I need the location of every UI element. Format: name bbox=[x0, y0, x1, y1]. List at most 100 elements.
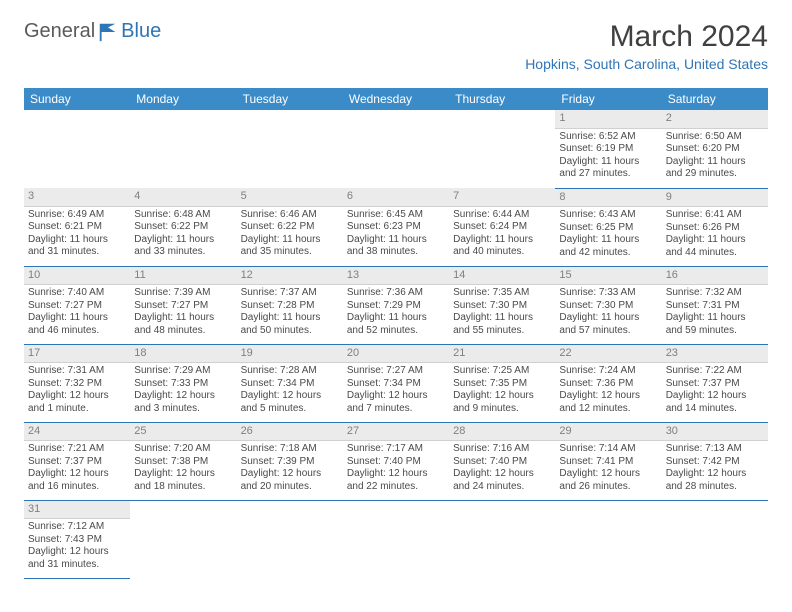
day-info-line: Daylight: 11 hours bbox=[453, 312, 551, 325]
day-number: 22 bbox=[555, 345, 661, 364]
day-info-line: and 7 minutes. bbox=[347, 403, 445, 416]
day-info-line: Sunrise: 7:16 AM bbox=[453, 443, 551, 456]
header-right: March 2024 Hopkins, South Carolina, Unit… bbox=[525, 20, 768, 72]
day-info-line: Sunrise: 7:31 AM bbox=[28, 365, 126, 378]
day-content: Sunrise: 7:28 AMSunset: 7:34 PMDaylight:… bbox=[237, 363, 343, 419]
day-info-line: Daylight: 12 hours bbox=[134, 468, 232, 481]
day-content: Sunrise: 6:52 AMSunset: 6:19 PMDaylight:… bbox=[555, 129, 661, 185]
day-info-line: and 14 minutes. bbox=[666, 403, 764, 416]
day-info-line: Sunrise: 6:48 AM bbox=[134, 209, 232, 222]
day-info-line: and 29 minutes. bbox=[666, 168, 764, 181]
day-content: Sunrise: 6:44 AMSunset: 6:24 PMDaylight:… bbox=[449, 207, 555, 263]
day-info-line: and 31 minutes. bbox=[28, 246, 126, 259]
calendar-cell: 3Sunrise: 6:49 AMSunset: 6:21 PMDaylight… bbox=[24, 188, 130, 266]
day-info-line: Sunset: 7:31 PM bbox=[666, 300, 764, 313]
day-info-line: Daylight: 11 hours bbox=[559, 312, 657, 325]
day-info-line: Daylight: 12 hours bbox=[666, 468, 764, 481]
day-info-line: and 27 minutes. bbox=[559, 168, 657, 181]
calendar-cell: 25Sunrise: 7:20 AMSunset: 7:38 PMDayligh… bbox=[130, 422, 236, 500]
day-number: 18 bbox=[130, 345, 236, 364]
day-info-line: and 38 minutes. bbox=[347, 246, 445, 259]
day-content: Sunrise: 6:48 AMSunset: 6:22 PMDaylight:… bbox=[130, 207, 236, 263]
day-info-line: Sunset: 7:40 PM bbox=[347, 456, 445, 469]
day-info-line: Sunset: 6:25 PM bbox=[559, 222, 657, 235]
day-info-line: Sunrise: 7:33 AM bbox=[559, 287, 657, 300]
calendar-cell: 11Sunrise: 7:39 AMSunset: 7:27 PMDayligh… bbox=[130, 266, 236, 344]
day-info-line: Sunrise: 7:22 AM bbox=[666, 365, 764, 378]
calendar-week: 31Sunrise: 7:12 AMSunset: 7:43 PMDayligh… bbox=[24, 500, 768, 578]
day-info-line: Sunset: 7:39 PM bbox=[241, 456, 339, 469]
day-info-line: and 16 minutes. bbox=[28, 481, 126, 494]
day-info-line: Sunrise: 6:49 AM bbox=[28, 209, 126, 222]
day-info-line: and 9 minutes. bbox=[453, 403, 551, 416]
location-label: Hopkins, South Carolina, United States bbox=[525, 56, 768, 72]
calendar-cell: 15Sunrise: 7:33 AMSunset: 7:30 PMDayligh… bbox=[555, 266, 661, 344]
day-info-line: Sunset: 6:22 PM bbox=[134, 221, 232, 234]
calendar-cell: 23Sunrise: 7:22 AMSunset: 7:37 PMDayligh… bbox=[662, 344, 768, 422]
day-number: 17 bbox=[24, 345, 130, 364]
day-info-line: Sunset: 7:38 PM bbox=[134, 456, 232, 469]
day-info-line: Sunrise: 6:41 AM bbox=[666, 209, 764, 222]
calendar-cell bbox=[130, 500, 236, 578]
day-number: 13 bbox=[343, 267, 449, 286]
day-info-line: and 24 minutes. bbox=[453, 481, 551, 494]
day-info-line: Sunrise: 7:25 AM bbox=[453, 365, 551, 378]
day-content: Sunrise: 6:41 AMSunset: 6:26 PMDaylight:… bbox=[662, 207, 768, 263]
day-info-line: and 40 minutes. bbox=[453, 246, 551, 259]
day-info-line: Daylight: 11 hours bbox=[559, 156, 657, 169]
calendar-cell: 30Sunrise: 7:13 AMSunset: 7:42 PMDayligh… bbox=[662, 422, 768, 500]
calendar-cell: 17Sunrise: 7:31 AMSunset: 7:32 PMDayligh… bbox=[24, 344, 130, 422]
page-title: March 2024 bbox=[525, 20, 768, 54]
day-info-line: and 12 minutes. bbox=[559, 403, 657, 416]
day-info-line: Daylight: 12 hours bbox=[347, 390, 445, 403]
day-info-line: Sunset: 7:27 PM bbox=[134, 300, 232, 313]
day-info-line: Sunrise: 7:12 AM bbox=[28, 521, 126, 534]
day-info-line: and 18 minutes. bbox=[134, 481, 232, 494]
day-info-line: Sunrise: 7:28 AM bbox=[241, 365, 339, 378]
day-info-line: Daylight: 12 hours bbox=[241, 390, 339, 403]
day-number: 27 bbox=[343, 423, 449, 442]
day-content: Sunrise: 7:17 AMSunset: 7:40 PMDaylight:… bbox=[343, 441, 449, 497]
calendar-cell: 7Sunrise: 6:44 AMSunset: 6:24 PMDaylight… bbox=[449, 188, 555, 266]
day-number: 14 bbox=[449, 267, 555, 286]
day-info-line: Sunset: 6:19 PM bbox=[559, 143, 657, 156]
calendar-week: 10Sunrise: 7:40 AMSunset: 7:27 PMDayligh… bbox=[24, 266, 768, 344]
day-header: Sunday bbox=[24, 88, 130, 110]
day-info-line: Sunset: 7:27 PM bbox=[28, 300, 126, 313]
calendar-cell: 19Sunrise: 7:28 AMSunset: 7:34 PMDayligh… bbox=[237, 344, 343, 422]
day-info-line: and 3 minutes. bbox=[134, 403, 232, 416]
calendar-cell: 4Sunrise: 6:48 AMSunset: 6:22 PMDaylight… bbox=[130, 188, 236, 266]
day-content: Sunrise: 7:32 AMSunset: 7:31 PMDaylight:… bbox=[662, 285, 768, 341]
logo-text-general: General bbox=[24, 20, 95, 43]
day-info-line: Sunrise: 7:40 AM bbox=[28, 287, 126, 300]
day-info-line: Sunrise: 7:13 AM bbox=[666, 443, 764, 456]
day-number: 5 bbox=[237, 188, 343, 207]
logo-text-blue: Blue bbox=[121, 20, 161, 43]
day-info-line: Daylight: 12 hours bbox=[28, 546, 126, 559]
day-info-line: Sunrise: 7:29 AM bbox=[134, 365, 232, 378]
calendar-cell: 1Sunrise: 6:52 AMSunset: 6:19 PMDaylight… bbox=[555, 110, 661, 188]
day-info-line: Sunset: 6:23 PM bbox=[347, 221, 445, 234]
day-content: Sunrise: 7:35 AMSunset: 7:30 PMDaylight:… bbox=[449, 285, 555, 341]
day-info-line: and 31 minutes. bbox=[28, 559, 126, 572]
day-info-line: and 5 minutes. bbox=[241, 403, 339, 416]
calendar-cell: 2Sunrise: 6:50 AMSunset: 6:20 PMDaylight… bbox=[662, 110, 768, 188]
day-info-line: Sunset: 7:40 PM bbox=[453, 456, 551, 469]
day-info-line: Daylight: 11 hours bbox=[666, 234, 764, 247]
flag-icon bbox=[97, 21, 119, 43]
day-info-line: Sunrise: 6:50 AM bbox=[666, 131, 764, 144]
calendar-cell bbox=[130, 110, 236, 188]
day-info-line: Sunrise: 7:35 AM bbox=[453, 287, 551, 300]
day-info-line: Daylight: 12 hours bbox=[134, 390, 232, 403]
day-header: Thursday bbox=[449, 88, 555, 110]
day-info-line: Sunrise: 6:44 AM bbox=[453, 209, 551, 222]
day-number: 8 bbox=[555, 189, 661, 208]
day-info-line: Sunset: 7:32 PM bbox=[28, 378, 126, 391]
day-content: Sunrise: 7:29 AMSunset: 7:33 PMDaylight:… bbox=[130, 363, 236, 419]
day-content: Sunrise: 7:33 AMSunset: 7:30 PMDaylight:… bbox=[555, 285, 661, 341]
day-info-line: Sunrise: 7:18 AM bbox=[241, 443, 339, 456]
calendar-cell: 9Sunrise: 6:41 AMSunset: 6:26 PMDaylight… bbox=[662, 188, 768, 266]
day-info-line: Sunset: 7:37 PM bbox=[28, 456, 126, 469]
calendar-week: 3Sunrise: 6:49 AMSunset: 6:21 PMDaylight… bbox=[24, 188, 768, 266]
day-info-line: and 59 minutes. bbox=[666, 325, 764, 338]
